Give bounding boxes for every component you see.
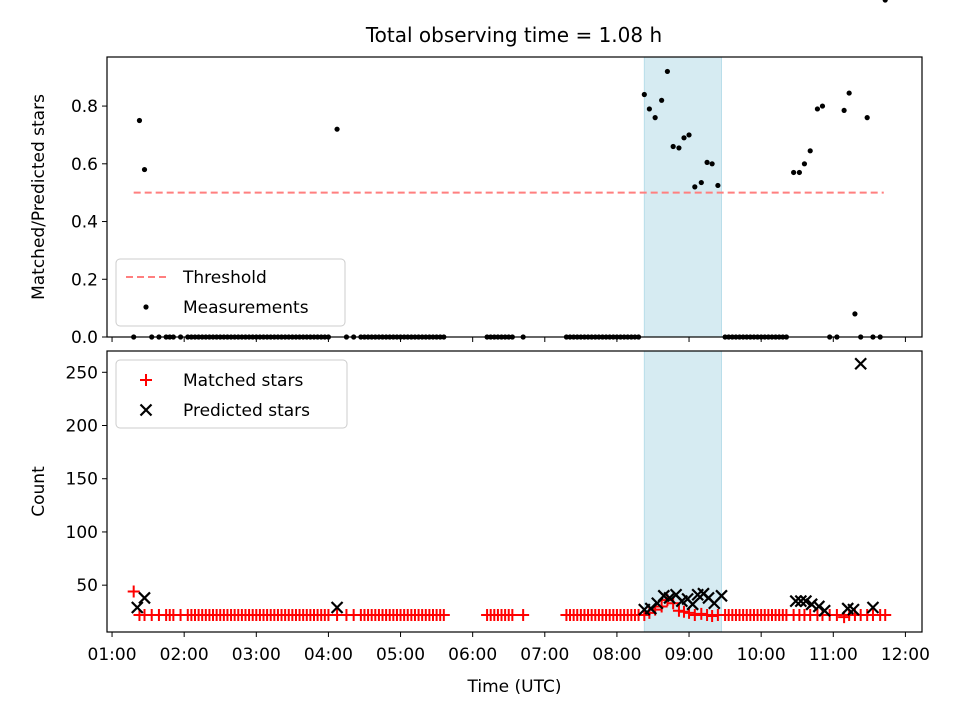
chart-title: Total observing time = 1.08 h <box>365 23 662 47</box>
measurement-point <box>882 0 888 3</box>
legend-predicted-swatch <box>139 403 153 417</box>
measurement-point <box>652 115 658 121</box>
measurement-point <box>686 132 692 138</box>
x-tick-label: 04:00 <box>304 645 353 665</box>
measurement-point <box>796 169 802 176</box>
matched-point <box>672 604 685 617</box>
measurement-point <box>141 166 148 173</box>
x-tick-label: 05:00 <box>376 645 425 665</box>
measurement-point <box>715 182 721 189</box>
highlight-span <box>643 56 722 338</box>
y-tick-label: 200 <box>66 417 98 437</box>
predicted-point <box>847 603 860 616</box>
predicted-point <box>799 594 813 608</box>
predicted-point <box>818 604 831 617</box>
measurement-point <box>664 68 671 75</box>
x-tick-label: 09:00 <box>665 645 714 665</box>
measurement-point <box>641 91 647 98</box>
matched-point <box>688 608 701 621</box>
legend-threshold-label: Threshold <box>182 268 267 288</box>
x-tick-label: 07:00 <box>520 645 569 665</box>
measurement-point <box>846 90 852 96</box>
measurement-point <box>841 107 847 114</box>
predicted-point <box>131 601 144 614</box>
predicted-point <box>663 591 676 605</box>
legend-box <box>115 258 346 327</box>
x-tick-label: 02:00 <box>160 645 209 665</box>
y-tick-label: 50 <box>76 576 98 596</box>
measurement-point <box>814 106 821 112</box>
count-panel: 50 100 150 200 250 01:00 02:00 03:00 04:00 05:00 0… <box>29 350 930 697</box>
measurement-point <box>801 161 808 167</box>
y-axis-label: Matched/Predicted stars <box>29 94 49 300</box>
measurement-point <box>864 115 870 121</box>
measurement-point <box>136 117 143 124</box>
highlight-span <box>643 350 722 633</box>
predicted-point <box>789 594 803 608</box>
predicted-point <box>715 589 728 603</box>
measurement-point <box>807 148 813 154</box>
y-tick-label: 150 <box>66 470 98 490</box>
x-axis-label: Time (UTC) <box>467 677 562 697</box>
matched-point <box>517 608 530 621</box>
matched-point <box>706 610 719 623</box>
predicted-point <box>805 598 818 611</box>
x-tick-label: 12:00 <box>881 645 930 665</box>
measurement-point <box>852 311 858 317</box>
matched-point <box>695 607 708 620</box>
predicted-point <box>330 601 344 614</box>
measurement-point <box>791 169 797 176</box>
measurement-point <box>692 184 698 190</box>
y-tick-label: 0.8 <box>71 97 98 117</box>
matched-point <box>506 608 519 621</box>
y-tick-label: 0.4 <box>71 213 98 233</box>
x-tick-label: 03:00 <box>232 645 281 665</box>
predicted-point <box>866 601 880 614</box>
axes-frame <box>106 56 923 338</box>
measurement-point <box>709 161 715 167</box>
matched-point <box>879 608 892 621</box>
matched-point <box>667 597 680 610</box>
legend-matched-label: Matched stars <box>183 371 303 391</box>
matched-point <box>437 608 450 621</box>
y-tick-label: 0.0 <box>71 328 98 348</box>
measurement-point <box>670 143 676 150</box>
y-tick-label: 0.6 <box>71 155 98 175</box>
x-tick-label: 10:00 <box>737 645 786 665</box>
legend-predicted-label: Predicted stars <box>183 401 310 421</box>
matched-point <box>127 585 140 598</box>
legend-measurement-label: Measurements <box>183 298 309 318</box>
matched-point <box>830 608 843 621</box>
legend-box <box>115 359 348 429</box>
y-tick-label: 100 <box>66 523 98 543</box>
axes-frame <box>106 350 923 633</box>
measurement-point <box>334 126 340 132</box>
matched-point <box>701 608 714 621</box>
predicted-point <box>854 357 867 371</box>
measurement-point <box>704 159 710 165</box>
predicted-point <box>794 594 808 608</box>
measurement-point <box>698 179 704 186</box>
ratio-panel: 0.0 0.2 0.4 0.6 0.8 Matched/Predicted stars Th… <box>29 0 923 348</box>
predicted-point <box>138 591 151 605</box>
predicted-point <box>686 598 699 611</box>
x-tick-label: 08:00 <box>592 645 641 665</box>
x-tick-label: 11:00 <box>809 645 858 665</box>
x-tick-label: 06:00 <box>448 645 497 665</box>
measurement-point <box>681 135 687 141</box>
x-tick-label: 01:00 <box>88 645 137 665</box>
legend-matched-swatch <box>140 374 152 386</box>
y-axis-label: Count <box>29 466 49 517</box>
legend-measurement-swatch <box>143 304 149 310</box>
measurement-point <box>646 106 652 112</box>
measurement-point <box>676 145 682 151</box>
measurement-point <box>659 97 665 103</box>
y-tick-label: 0.2 <box>71 270 98 290</box>
measurement-point <box>819 103 826 109</box>
y-tick-label: 250 <box>66 363 98 383</box>
matched-point <box>677 605 690 618</box>
